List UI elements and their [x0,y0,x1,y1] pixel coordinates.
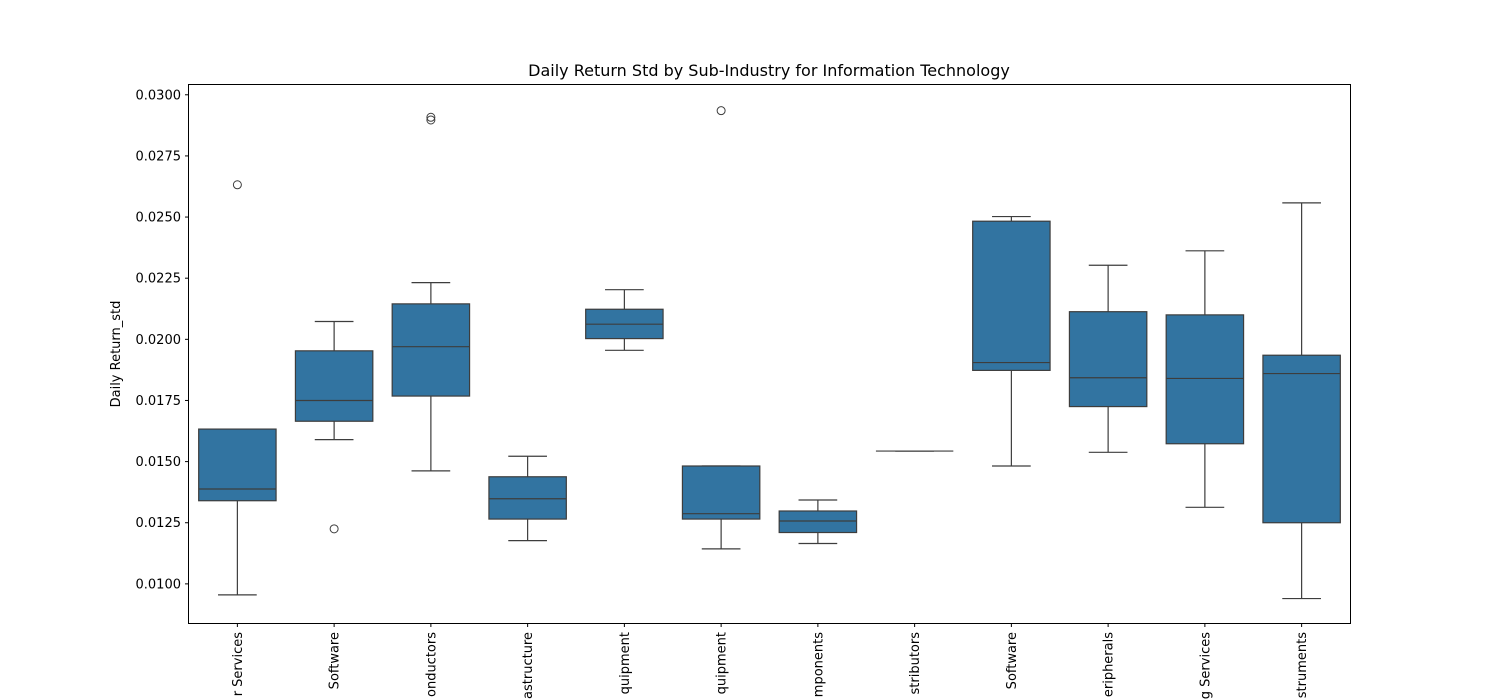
x-tick-label: g Services [1198,632,1213,699]
y-tick-label: 0.0275 [136,149,182,164]
y-tick-label: 0.0250 [136,211,182,226]
y-tick-label: 0.0200 [136,333,182,348]
x-tick-label: onductors [424,632,439,697]
x-tick-label: r Services [231,632,246,697]
outlier-point [716,106,726,116]
y-tick-label: 0.0225 [136,272,182,287]
box-iqr [294,350,374,422]
outlier-point [426,115,436,125]
box-iqr [778,510,858,534]
x-tick-label: eripherals [1102,632,1117,697]
outlier-point [329,524,339,534]
box-iqr [391,303,471,397]
box-group [1165,250,1245,508]
box-iqr [1068,311,1148,408]
box-iqr [198,428,277,502]
axis-ticks: 0.0100 0.0125 0.0150 0.0175 0.0200 0.0225 0.02… [136,88,1311,699]
x-tick-label: Software [1005,632,1020,689]
box-iqr [681,465,761,520]
box-group [391,112,471,472]
box-group [1262,202,1341,600]
plot-area-frame [188,84,1351,624]
x-tick-label: astructure [521,632,536,699]
box-group [294,320,374,534]
y-tick-label: 0.0300 [136,88,182,103]
x-tick-label: Software [328,632,343,689]
outlier-point [426,112,436,122]
x-tick-label: mponents [811,632,826,697]
box-group [1068,264,1148,453]
box-iqr [1262,354,1341,524]
x-tick-label: quipment [618,632,633,694]
box-group [585,289,664,351]
y-axis-label: Daily Return_std [109,301,124,408]
box-iqr [1165,314,1245,445]
box-iqr [488,476,567,520]
x-tick-label: stributors [908,632,923,695]
chart-title: Daily Return Std by Sub-Industry for Inf… [528,61,1010,80]
y-tick-label: 0.0100 [136,577,182,592]
box-group [488,455,567,542]
y-tick-label: 0.0150 [136,455,182,470]
box-group [198,180,277,596]
box-iqr [972,220,1051,371]
box-group [778,499,858,545]
outlier-point [232,180,242,190]
box-group [972,215,1051,467]
box-group [681,106,761,550]
y-tick-label: 0.0175 [136,394,182,409]
x-tick-label: quipment [715,632,730,694]
y-tick-label: 0.0125 [136,516,182,531]
plot-marks [198,106,1341,600]
x-tick-label: struments [1295,632,1310,698]
